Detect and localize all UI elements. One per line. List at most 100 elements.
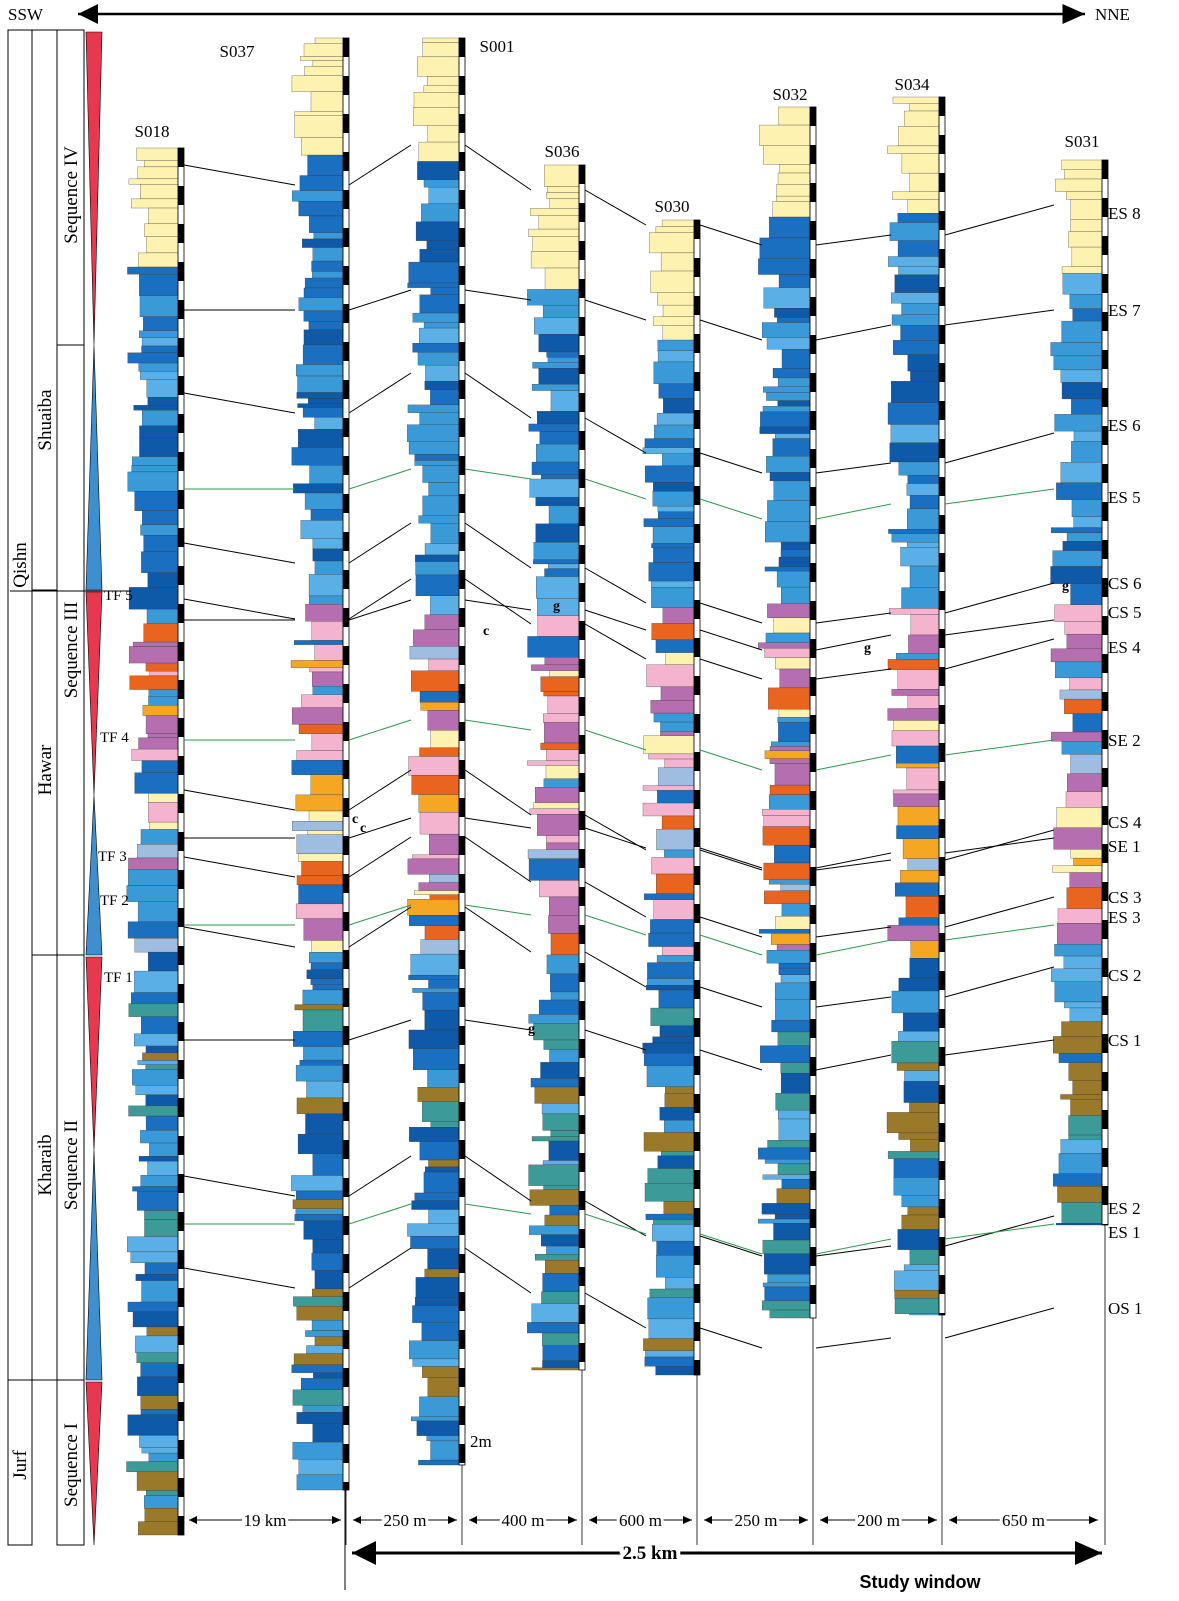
lithology-band xyxy=(128,870,178,886)
depth-bar xyxy=(810,715,816,734)
depth-bar xyxy=(459,532,465,551)
lithology-band xyxy=(776,196,810,201)
depth-bar xyxy=(810,981,816,1000)
lithology-band xyxy=(297,876,343,885)
lithology-band xyxy=(425,1167,459,1172)
lithology-band xyxy=(545,1215,579,1226)
depth-bar xyxy=(343,988,349,1007)
lithology-band xyxy=(415,460,459,465)
lithology-band xyxy=(903,839,939,859)
depth-bar xyxy=(579,1191,585,1210)
depth-bar xyxy=(579,735,585,754)
lithology-band xyxy=(544,723,579,743)
depth-bar xyxy=(343,152,349,171)
lithology-band xyxy=(142,511,178,525)
correlation-line xyxy=(184,790,295,810)
correlation-line xyxy=(945,433,1054,463)
lithology-band xyxy=(778,401,810,407)
correlation-line xyxy=(184,599,295,619)
depth-bar xyxy=(939,249,945,268)
lithology-band xyxy=(1069,1063,1102,1081)
correlation-line xyxy=(700,987,762,1007)
lithology-band xyxy=(423,993,459,1011)
lithology-band xyxy=(652,623,694,639)
correlation-line xyxy=(700,850,762,870)
tidal-flat-label: TF 4 xyxy=(100,730,129,746)
lithology-band xyxy=(896,826,939,839)
lithology-band xyxy=(413,855,459,859)
depth-bar xyxy=(459,722,465,741)
lithology-band xyxy=(644,1053,694,1066)
depth-bar xyxy=(178,1288,184,1307)
lithology-band xyxy=(1067,634,1102,649)
depth-bar xyxy=(343,38,349,57)
lithology-band xyxy=(904,1081,939,1102)
lithology-band xyxy=(128,922,178,939)
depth-bar xyxy=(459,1178,465,1197)
lithology-band xyxy=(127,1462,178,1472)
lithology-band xyxy=(773,201,810,217)
lithology-band xyxy=(643,1043,694,1053)
lithology-band xyxy=(408,405,459,413)
correlation-line xyxy=(945,897,1054,927)
lithology-band xyxy=(146,237,178,253)
depth-bar xyxy=(1102,160,1108,179)
formation-label: Hawar xyxy=(35,744,56,795)
depth-bar xyxy=(579,545,585,564)
lithology-band xyxy=(544,779,579,787)
lithology-band xyxy=(544,1186,579,1190)
lithology-band xyxy=(301,695,343,708)
depth-bar xyxy=(343,456,349,475)
depth-bar xyxy=(579,659,585,678)
lithology-band xyxy=(767,500,810,521)
well-name: S031 xyxy=(1065,132,1100,151)
depth-bar xyxy=(939,1123,945,1142)
correlation-line xyxy=(585,624,646,659)
lithology-band xyxy=(653,482,694,491)
lithology-band xyxy=(1058,909,1102,924)
lithology-band xyxy=(901,547,939,566)
depth-bar xyxy=(178,832,184,851)
lithology-band xyxy=(663,398,694,413)
correlation-line xyxy=(349,720,411,740)
lithology-band xyxy=(527,289,579,305)
depth-bar xyxy=(459,874,465,893)
lithology-band xyxy=(1056,483,1102,500)
lithology-band xyxy=(293,1442,343,1459)
lithology-band xyxy=(541,1235,579,1246)
lithology-band xyxy=(776,916,810,929)
lithology-band xyxy=(1066,792,1102,808)
depth-bar xyxy=(459,190,465,209)
lithology-band xyxy=(759,125,810,146)
lithology-band xyxy=(765,1159,810,1163)
lithology-band xyxy=(643,803,694,816)
lithology-band xyxy=(300,1060,343,1065)
lithology-band xyxy=(774,308,810,317)
lithology-band xyxy=(645,466,694,483)
depth-bar xyxy=(343,1216,349,1235)
lithology-band xyxy=(146,1095,178,1106)
lithology-band xyxy=(131,1252,178,1263)
lithology-band xyxy=(139,426,178,438)
lithology-band xyxy=(782,349,810,368)
lithology-band xyxy=(894,1177,939,1195)
lithology-band xyxy=(551,992,579,1000)
correlation-line xyxy=(816,940,891,955)
lithology-band xyxy=(1054,356,1102,370)
lithology-band xyxy=(908,475,939,483)
lithology-band xyxy=(301,138,343,156)
lithology-band xyxy=(650,1289,694,1298)
depth-bar xyxy=(343,114,349,133)
lithology-band xyxy=(309,952,343,962)
lithology-band xyxy=(760,1046,810,1063)
lithology-band xyxy=(908,1207,939,1215)
lithology-band xyxy=(653,317,694,326)
lithology-band xyxy=(536,524,579,542)
depth-bar xyxy=(694,258,700,277)
depth-bar xyxy=(810,753,816,772)
lithology-band xyxy=(423,466,459,483)
lithology-band xyxy=(895,1298,939,1314)
lithology-band xyxy=(894,1159,939,1178)
correlation-line xyxy=(700,1234,762,1254)
correlation-line xyxy=(700,499,762,519)
